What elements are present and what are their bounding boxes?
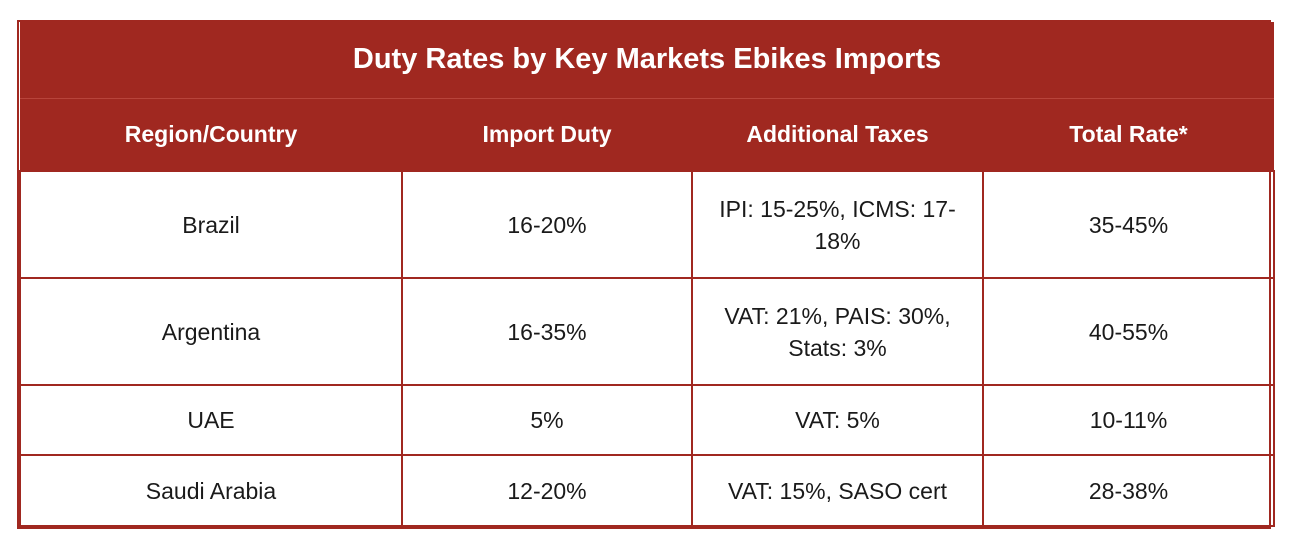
duty-rates-grid: Duty Rates by Key Markets Ebikes Imports… xyxy=(19,22,1276,527)
table-row: UAE 5% VAT: 5% 10-11% xyxy=(19,384,1276,456)
column-header-additional-taxes: Additional Taxes xyxy=(692,98,983,171)
cell-additional-taxes: VAT: 21%, PAIS: 30%, Stats: 3% xyxy=(691,277,984,386)
cell-region: Saudi Arabia xyxy=(19,454,403,527)
cell-import-duty: 5% xyxy=(401,384,693,456)
table-header-row: Region/Country Import Duty Additional Ta… xyxy=(20,98,1275,171)
column-header-region: Region/Country xyxy=(20,98,402,171)
table-row: Saudi Arabia 12-20% VAT: 15%, SASO cert … xyxy=(19,454,1276,527)
cell-total-rate: 35-45% xyxy=(981,170,1276,279)
cell-total-rate: 40-55% xyxy=(981,277,1276,386)
table-title-row: Duty Rates by Key Markets Ebikes Imports xyxy=(20,22,1275,99)
table-row: Brazil 16-20% IPI: 15-25%, ICMS: 17-18% … xyxy=(19,170,1276,279)
table-title: Duty Rates by Key Markets Ebikes Imports xyxy=(20,22,1275,99)
cell-region: UAE xyxy=(19,384,403,456)
cell-region: Brazil xyxy=(19,170,403,279)
table-row: Argentina 16-35% VAT: 21%, PAIS: 30%, St… xyxy=(19,277,1276,386)
column-header-total-rate: Total Rate* xyxy=(983,98,1275,171)
cell-import-duty: 12-20% xyxy=(401,454,693,527)
duty-rates-table: Duty Rates by Key Markets Ebikes Imports… xyxy=(17,20,1276,529)
cell-additional-taxes: IPI: 15-25%, ICMS: 17-18% xyxy=(691,170,984,279)
cell-additional-taxes: VAT: 5% xyxy=(691,384,984,456)
cell-import-duty: 16-35% xyxy=(401,277,693,386)
column-header-import-duty: Import Duty xyxy=(402,98,692,171)
cell-import-duty: 16-20% xyxy=(401,170,693,279)
cell-total-rate: 28-38% xyxy=(981,454,1276,527)
cell-additional-taxes: VAT: 15%, SASO cert xyxy=(691,454,984,527)
cell-region: Argentina xyxy=(19,277,403,386)
cell-total-rate: 10-11% xyxy=(981,384,1276,456)
